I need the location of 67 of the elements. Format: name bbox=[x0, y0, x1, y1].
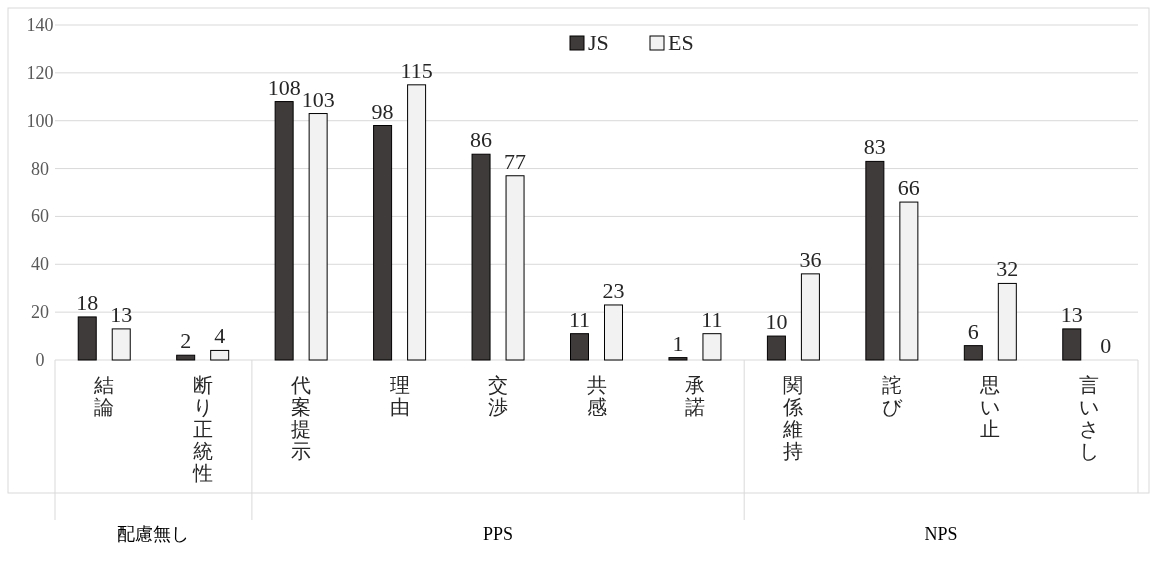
legend-label: JS bbox=[588, 30, 609, 55]
bar bbox=[111, 328, 131, 361]
bar bbox=[176, 354, 196, 361]
bar bbox=[963, 345, 983, 361]
text: PPS bbox=[483, 524, 514, 544]
bar bbox=[800, 273, 820, 361]
data-label: 6 bbox=[967, 318, 979, 344]
data-label: 115 bbox=[400, 57, 433, 83]
data-label: 11 bbox=[568, 306, 591, 332]
x-tick-label: 結論 bbox=[93, 374, 115, 418]
x-tick-label: 断り正統性 bbox=[191, 374, 213, 484]
data-label: 108 bbox=[267, 74, 301, 100]
bar bbox=[77, 316, 97, 361]
bar bbox=[308, 113, 328, 361]
data-label: 13 bbox=[1060, 301, 1083, 327]
bar bbox=[570, 333, 589, 361]
text: 配慮無し bbox=[117, 524, 190, 544]
data-label: 0 bbox=[1100, 333, 1112, 358]
bar bbox=[373, 125, 393, 361]
y-tick-label: 40 bbox=[31, 254, 49, 275]
bar bbox=[865, 160, 885, 361]
x-tick-label: 承諾 bbox=[684, 374, 705, 418]
y-tick-label: 100 bbox=[26, 110, 54, 131]
text: NPS bbox=[924, 524, 958, 544]
data-label: 36 bbox=[799, 246, 822, 272]
x-tick-label: 交渉 bbox=[488, 374, 509, 418]
data-label: 18 bbox=[76, 289, 99, 315]
x-tick-label: 共感 bbox=[586, 374, 607, 418]
y-tick-label: 20 bbox=[31, 302, 49, 323]
bar bbox=[997, 282, 1017, 361]
y-tick-label: 120 bbox=[26, 62, 54, 83]
data-label: 83 bbox=[863, 134, 886, 160]
data-label: 103 bbox=[301, 86, 335, 112]
bar bbox=[604, 304, 623, 361]
x-tick-label: 関係維持 bbox=[782, 374, 804, 462]
data-label: 66 bbox=[897, 175, 920, 201]
data-label: 23 bbox=[602, 277, 625, 303]
bar bbox=[766, 335, 786, 361]
data-label: 77 bbox=[504, 148, 527, 174]
data-label: 11 bbox=[701, 306, 723, 332]
bar bbox=[407, 84, 427, 361]
y-tick-label: 80 bbox=[31, 158, 49, 179]
data-label: 10 bbox=[765, 309, 788, 335]
data-label: 4 bbox=[214, 323, 226, 349]
bar bbox=[702, 333, 722, 361]
data-label: 86 bbox=[470, 127, 493, 153]
bar bbox=[210, 349, 230, 361]
bar bbox=[274, 101, 294, 361]
bar bbox=[899, 201, 919, 361]
bar bbox=[471, 153, 491, 361]
data-label: 13 bbox=[110, 301, 133, 327]
data-label: 98 bbox=[371, 98, 394, 124]
data-label: 2 bbox=[180, 328, 192, 354]
legend-label: ES bbox=[668, 30, 694, 55]
data-label: 32 bbox=[996, 256, 1019, 282]
x-tick-label: 思い止 bbox=[979, 374, 1001, 440]
bar bbox=[505, 175, 525, 361]
bar bbox=[668, 357, 688, 361]
x-tick-label: 代案提示 bbox=[290, 374, 312, 462]
x-tick-label: 詫び bbox=[881, 374, 903, 418]
x-tick-label: 言いさし bbox=[1078, 374, 1099, 462]
data-label: 1 bbox=[672, 330, 684, 356]
y-tick-label: 60 bbox=[31, 206, 49, 227]
bar bbox=[1062, 328, 1082, 361]
y-tick-label: 140 bbox=[26, 15, 54, 35]
y-tick-label: 0 bbox=[35, 350, 45, 370]
x-tick-label: 理由 bbox=[389, 374, 410, 418]
